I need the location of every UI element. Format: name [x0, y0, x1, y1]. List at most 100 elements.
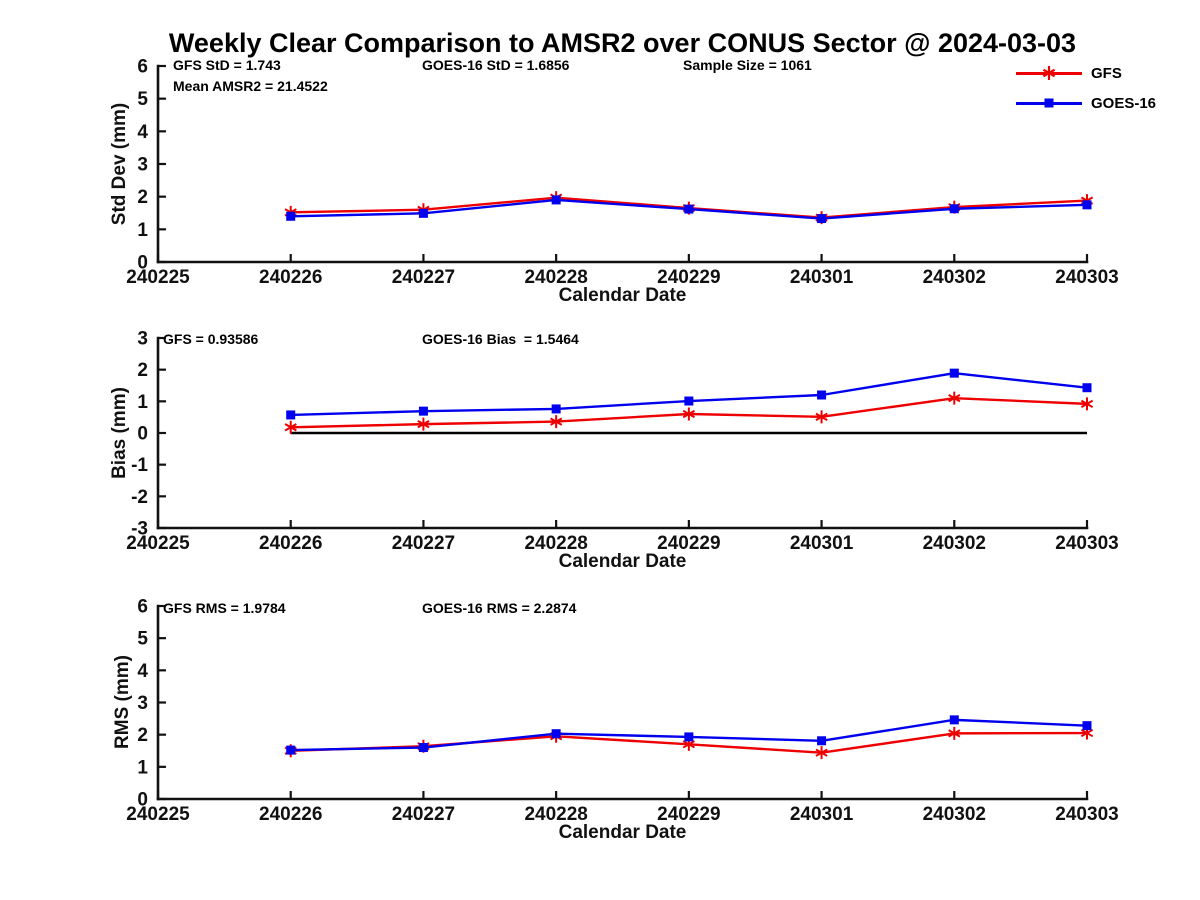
- square-marker-icon: [418, 406, 428, 416]
- asterisk-marker-icon: [815, 746, 828, 760]
- tick-label: 240227: [392, 804, 455, 825]
- tick-label: 240302: [923, 804, 986, 825]
- tick-label: 5: [137, 629, 148, 650]
- goes16-std-annotation: GOES-16 StD = 1.6856: [422, 57, 570, 73]
- square-marker-icon: [286, 410, 296, 420]
- asterisk-marker-icon: [948, 391, 961, 405]
- square-marker-icon: [684, 732, 694, 742]
- asterisk-marker-icon: [1080, 397, 1094, 411]
- asterisk-marker-icon: [682, 407, 695, 421]
- stddev-x-axis-label: Calendar Date: [558, 285, 687, 306]
- square-marker-icon: [551, 195, 561, 205]
- tick-label: 240225: [126, 533, 190, 554]
- square-marker-icon: [817, 390, 827, 400]
- asterisk-marker-icon: [815, 410, 828, 424]
- bias-y-axis-label: Bias (mm): [109, 387, 130, 479]
- square-marker-icon: [551, 729, 561, 739]
- tick-label: 240303: [1055, 267, 1118, 288]
- tick-label: 240227: [392, 267, 455, 288]
- axes-rms: [156, 604, 1089, 801]
- asterisk-marker-icon: [284, 420, 297, 434]
- legend: GFS GOES-16: [1016, 61, 1156, 121]
- square-marker-icon: [817, 214, 827, 224]
- square-marker-icon: [1044, 98, 1054, 108]
- subplot-rms: 0 1 2 3 4 5 6 240225 240226 240227 240228 240229 240…: [126, 597, 1118, 826]
- tick-label: 4: [137, 661, 148, 682]
- square-marker-icon: [1082, 383, 1092, 393]
- square-marker-icon: [1082, 200, 1092, 210]
- goes16-rms-annotation: GOES-16 RMS = 2.2874: [422, 600, 577, 616]
- legend-entry-gfs: GFS: [1016, 61, 1156, 85]
- tick-label: -2: [131, 487, 148, 508]
- tick-label: 240228: [524, 533, 587, 554]
- tick-label: 240302: [923, 267, 986, 288]
- legend-label-gfs: GFS: [1091, 64, 1122, 82]
- tick-label: 3: [137, 155, 148, 176]
- gfs-legend-line: [1016, 66, 1082, 80]
- tick-label: 240301: [790, 533, 854, 554]
- goes16-series: [286, 715, 1092, 755]
- gfs-rms-annotation: GFS RMS = 1.9784: [163, 600, 286, 616]
- goes16-bias-annotation: GOES-16 Bias = 1.5464: [422, 331, 579, 347]
- tick-label: 240225: [126, 267, 190, 288]
- tick-label: -3: [131, 519, 148, 540]
- square-marker-icon: [949, 204, 959, 214]
- square-marker-icon: [418, 208, 428, 218]
- tick-label: 240228: [524, 804, 587, 825]
- square-marker-icon: [1082, 721, 1092, 731]
- goes16-legend-line: [1016, 98, 1082, 108]
- figure-title: Weekly Clear Comparison to AMSR2 over CO…: [168, 28, 1077, 58]
- square-marker-icon: [684, 204, 694, 214]
- legend-label-goes16: GOES-16: [1091, 94, 1157, 112]
- tick-label: 1: [137, 757, 148, 778]
- legend-entry-goes16: GOES-16: [1016, 91, 1156, 115]
- rms-y-axis-label: RMS (mm): [112, 655, 133, 749]
- square-marker-icon: [949, 715, 959, 725]
- tick-label: 240229: [657, 267, 720, 288]
- asterisk-marker-icon: [550, 415, 563, 429]
- tick-label: 240303: [1055, 533, 1118, 554]
- square-marker-icon: [418, 743, 428, 753]
- square-marker-icon: [286, 745, 296, 755]
- mean-amsr2-annotation: Mean AMSR2 = 21.4522: [173, 78, 328, 94]
- asterisk-marker-icon: [417, 417, 430, 431]
- square-marker-icon: [949, 368, 959, 378]
- tick-label: 2: [137, 360, 148, 381]
- tick-label: 0: [137, 253, 148, 274]
- axes-stddev: [156, 64, 1089, 264]
- subplot-bias: -3 -2 -1 0 1 2 3 240225 240226 240227 240228 240229…: [126, 329, 1118, 555]
- tick-label: 240301: [790, 267, 854, 288]
- tick-label: 240225: [126, 804, 190, 825]
- tick-label: 5: [137, 89, 148, 110]
- tick-label: 3: [137, 693, 148, 714]
- gfs-std-annotation: GFS StD = 1.743: [173, 57, 281, 73]
- rms-x-axis-label: Calendar Date: [558, 822, 687, 843]
- tick-label: 6: [137, 57, 148, 78]
- goes16-series: [286, 195, 1092, 224]
- goes16-series: [286, 368, 1092, 420]
- asterisk-marker-icon: [948, 726, 961, 740]
- gfs-bias-annotation: GFS = 0.93586: [163, 331, 259, 347]
- tick-label: 6: [137, 597, 148, 618]
- tick-label: 240227: [392, 533, 455, 554]
- tick-label: 240229: [657, 804, 720, 825]
- tick-label: 4: [137, 122, 148, 143]
- gfs-series: [284, 391, 1094, 434]
- square-marker-icon: [286, 211, 296, 221]
- tick-label: -1: [131, 455, 148, 476]
- tick-label: 240229: [657, 533, 720, 554]
- tick-label: 2: [137, 187, 148, 208]
- tick-label: 240228: [524, 267, 587, 288]
- tick-label: 240226: [259, 533, 322, 554]
- square-marker-icon: [684, 396, 694, 406]
- tick-label: 2: [137, 725, 148, 746]
- tick-label: 240302: [923, 533, 986, 554]
- bias-x-axis-label: Calendar Date: [558, 551, 687, 572]
- tick-label: 240226: [259, 804, 322, 825]
- tick-label: 240301: [790, 804, 854, 825]
- tick-label: 240303: [1055, 804, 1118, 825]
- subplot-stddev: 0 1 2 3 4 5 6 240225 240226 240227 240228 240229 240…: [126, 57, 1118, 289]
- sample-size-annotation: Sample Size = 1061: [683, 57, 812, 73]
